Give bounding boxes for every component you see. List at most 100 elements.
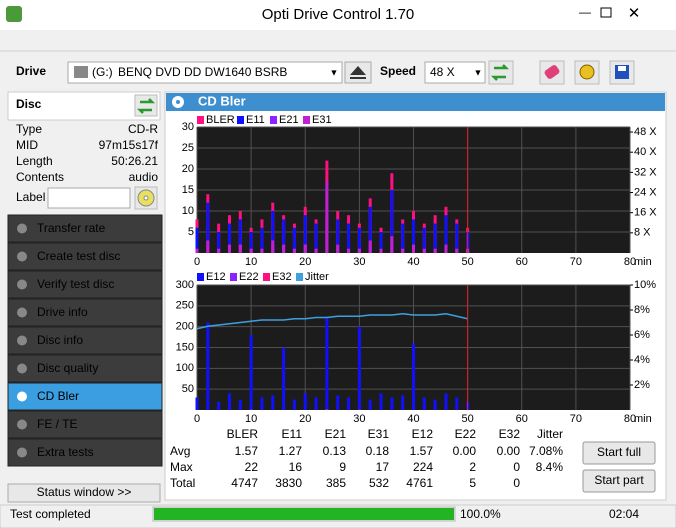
nav-icon <box>17 419 27 430</box>
bar <box>195 227 199 253</box>
disc-field-value: 97m15s17f <box>99 138 159 152</box>
bar <box>195 397 199 410</box>
bar <box>217 232 221 253</box>
y-tick-label: 150 <box>176 341 194 353</box>
legend-label: E32 <box>272 271 292 283</box>
stats-value: 0.00 <box>453 444 477 458</box>
nav-button[interactable] <box>7 214 163 243</box>
y2-tick-label: 16 X <box>634 207 657 219</box>
y2-tick-label: 8% <box>634 304 650 316</box>
x-tick-label: 70 <box>570 256 582 268</box>
nav-button[interactable] <box>7 382 163 411</box>
disc-title: Disc <box>16 97 42 111</box>
y2-tick-label: 10% <box>634 279 656 291</box>
x-tick-label: 60 <box>516 413 528 425</box>
nav-label: Drive info <box>37 305 88 319</box>
erase-icon <box>544 65 560 79</box>
y-tick-label: 200 <box>176 321 194 333</box>
disc-field-label: Contents <box>16 170 64 184</box>
nav-label: Transfer rate <box>37 221 106 235</box>
nav-button[interactable] <box>7 298 163 327</box>
y2-tick-label: 2% <box>634 379 650 391</box>
y2-tick-label: 6% <box>634 329 650 341</box>
panel-header <box>166 93 665 111</box>
y-tick-label: 30 <box>182 121 194 133</box>
bar <box>325 181 329 253</box>
x-tick-label: 70 <box>570 413 582 425</box>
x-tick-label: 80 <box>624 413 636 425</box>
nav-button[interactable] <box>7 326 163 355</box>
nav-label: Verify test disc <box>37 277 114 291</box>
y2-tick-label: 24 X <box>634 186 657 198</box>
drive-select[interactable] <box>67 61 343 84</box>
x-tick-label: 10 <box>245 256 257 268</box>
bar <box>336 244 340 253</box>
window-title: Opti Drive Control 1.70 <box>262 6 415 23</box>
bar <box>325 409 329 410</box>
status-window-button[interactable] <box>7 483 161 503</box>
panel-title: CD Bler <box>198 93 246 108</box>
bar <box>206 202 210 253</box>
action-button[interactable] <box>582 469 656 493</box>
refresh-icon <box>136 98 156 114</box>
refresh-button[interactable] <box>488 60 514 85</box>
x-tick-label: 30 <box>353 256 365 268</box>
bar <box>336 395 340 410</box>
app-icon <box>6 6 22 22</box>
bar <box>455 248 459 253</box>
legend-label: E12 <box>206 271 226 283</box>
bar <box>314 223 318 253</box>
dropdown-arrow: ▼ <box>474 67 483 77</box>
legend-swatch <box>237 116 244 124</box>
legend-swatch <box>263 273 270 281</box>
bar <box>412 343 415 410</box>
nav-button[interactable] <box>7 438 163 467</box>
stats-header: E22 <box>455 427 477 441</box>
label-field-label: Label <box>16 190 45 204</box>
y-tick-label: 25 <box>182 142 194 154</box>
bar <box>368 399 372 410</box>
bar <box>249 232 253 253</box>
legend-swatch <box>197 273 204 281</box>
y2-tick-label: 40 X <box>634 146 657 158</box>
stats-header: BLER <box>227 427 259 441</box>
y-tick-label: 50 <box>182 383 194 395</box>
bar <box>422 397 426 410</box>
maximize-button[interactable] <box>600 7 612 18</box>
stats-value: 0.18 <box>366 444 390 458</box>
bar <box>401 248 405 253</box>
bar <box>260 248 264 253</box>
nav-button[interactable] <box>7 410 163 439</box>
label-input[interactable] <box>47 187 131 209</box>
disc-refresh-button[interactable] <box>134 94 158 117</box>
x-axis-label: min <box>634 256 652 268</box>
y2-tick-label: 48 X <box>634 126 657 138</box>
minimize-button[interactable]: — <box>579 5 591 19</box>
action-button[interactable] <box>582 441 656 465</box>
y-tick-label: 100 <box>176 362 194 374</box>
y2-tick-label: 32 X <box>634 166 657 178</box>
bar <box>303 393 307 410</box>
settings-icon <box>579 64 595 80</box>
bar <box>217 248 221 253</box>
nav-button[interactable] <box>7 354 163 383</box>
bar <box>401 395 405 410</box>
bar <box>433 248 437 253</box>
stats-header: E12 <box>412 427 434 441</box>
nav-button[interactable] <box>7 270 163 299</box>
action-button-label: Start part <box>594 473 644 487</box>
x-tick-label: 20 <box>299 413 311 425</box>
legend-swatch <box>270 116 277 124</box>
bar <box>325 316 329 410</box>
jitter-line <box>196 312 468 330</box>
disc-field-label: Length <box>16 154 53 168</box>
status-text: Test completed <box>10 507 91 521</box>
bar <box>227 244 231 253</box>
close-button[interactable]: ✕ <box>628 5 641 22</box>
title-bar <box>0 0 676 30</box>
nav-button[interactable] <box>7 242 163 271</box>
disc-field-label: MID <box>16 138 38 152</box>
bar <box>433 223 437 253</box>
speed-select[interactable] <box>424 61 486 84</box>
